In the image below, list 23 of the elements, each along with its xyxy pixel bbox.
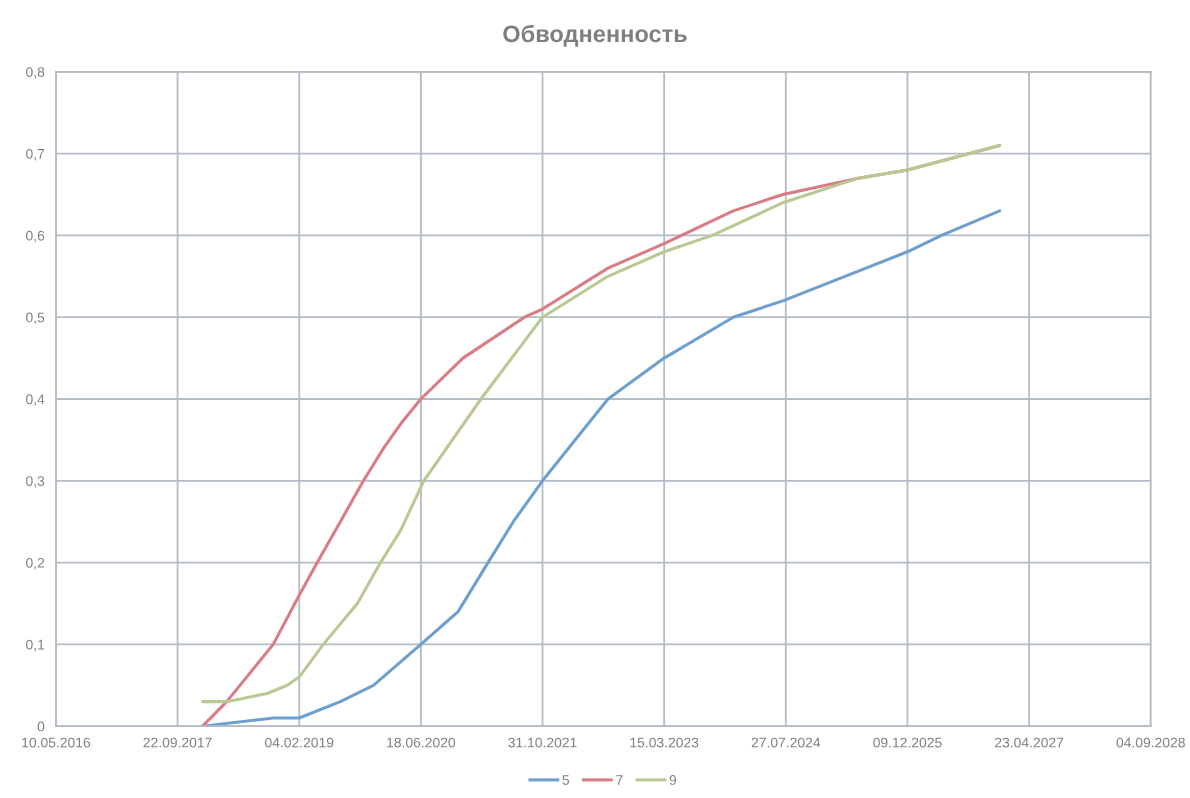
legend-label: 9 xyxy=(669,775,677,785)
x-tick-label: 09.12.2025 xyxy=(873,737,942,748)
legend-label: 5 xyxy=(562,775,570,785)
y-tick-label: 0,4 xyxy=(26,394,45,406)
x-tick-label: 18.06.2020 xyxy=(387,737,456,748)
y-tick-label: 0,8 xyxy=(26,67,45,79)
chart-title: Обводненность xyxy=(503,24,687,47)
x-tick-label: 04.02.2019 xyxy=(265,737,334,748)
y-tick-label: 0,5 xyxy=(26,312,45,325)
y-tick-label: 0,7 xyxy=(26,148,45,161)
legend-label: 7 xyxy=(616,775,623,785)
x-tick-label: 10.05.2016 xyxy=(22,737,91,748)
y-tick-label: 0,3 xyxy=(26,476,45,488)
y-tick-label: 0,2 xyxy=(26,557,45,570)
x-tick-label: 27.07.2024 xyxy=(751,737,821,748)
x-tick-label: 31.10.2021 xyxy=(508,737,577,748)
y-tick-label: 0,6 xyxy=(26,230,45,243)
x-tick-label: 23.04.2027 xyxy=(995,737,1064,748)
x-tick-label: 22.09.2017 xyxy=(143,737,212,748)
x-tick-label: 04.09.2028 xyxy=(1116,737,1185,748)
y-tick-label: 0,1 xyxy=(26,639,45,652)
y-tick-label: 0 xyxy=(37,721,45,732)
x-tick-label: 15.03.2023 xyxy=(630,737,699,748)
